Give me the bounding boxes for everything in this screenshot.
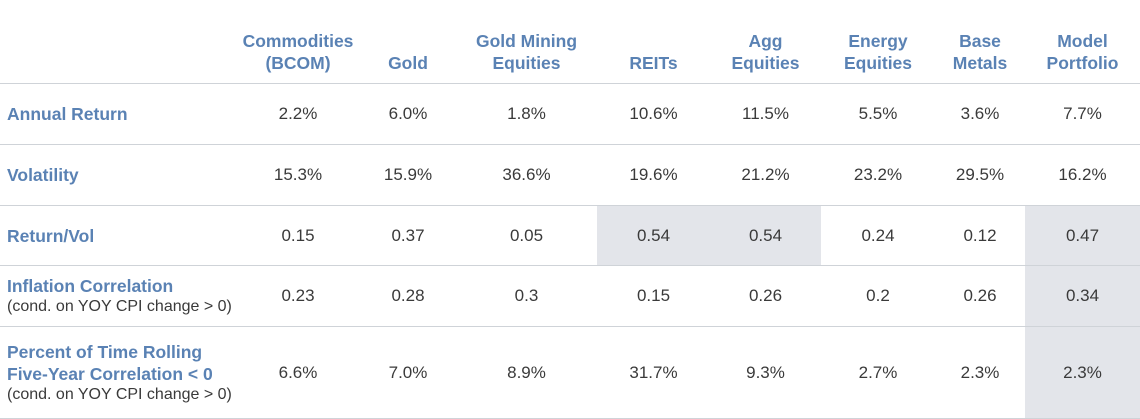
- table-cell: 16.2%: [1058, 165, 1107, 184]
- column-header-line1: Agg: [748, 31, 783, 51]
- column-header-line2: Equities: [843, 53, 913, 73]
- table-cell: 21.2%: [741, 165, 790, 184]
- table-cell: 15.3%: [273, 165, 323, 184]
- table-cell: 6.6%: [278, 362, 318, 382]
- row-label-text: Volatility: [7, 165, 79, 185]
- row-label-text: Annual Return: [7, 104, 128, 124]
- row-label-inflation-correlation: Inflation Correlation (cond. on YOY CPI …: [0, 266, 236, 327]
- table-cell: 0.26: [748, 286, 783, 305]
- table-cell: 0.28: [391, 286, 425, 305]
- table-cell: 0.37: [391, 225, 425, 245]
- row-label-note: (cond. on YOY CPI change > 0): [7, 298, 232, 315]
- table-cell: 7.0%: [388, 362, 428, 382]
- column-header-line2: (BCOM): [265, 53, 331, 73]
- table-row-volatility: Volatility 15.3% 15.9% 36.6% 19.6% 21.2%…: [0, 145, 1140, 206]
- table-cell: 2.7%: [858, 362, 898, 382]
- row-label-return-vol: Return/Vol: [0, 206, 236, 266]
- table-cell: 2.2%: [278, 104, 318, 123]
- table-cell: 0.3: [514, 286, 539, 305]
- column-header-base-metals: Base Metals: [935, 0, 1025, 84]
- table-cell: 7.7%: [1063, 104, 1102, 123]
- row-label-volatility: Volatility: [0, 145, 236, 206]
- column-header-line2: REITs: [629, 53, 678, 73]
- column-header-commodities: Commodities (BCOM): [236, 0, 360, 84]
- table-cell-highlighted: 0.54: [710, 205, 821, 266]
- table-row-percent-negative-correlation: Percent of Time Rolling Five-Year Correl…: [0, 326, 1140, 419]
- column-header-line1: Energy: [848, 31, 908, 51]
- column-header-model-portfolio: Model Portfolio: [1025, 0, 1140, 84]
- column-header-line1: Gold Mining: [475, 31, 578, 51]
- row-label-note: (cond. on YOY CPI change > 0): [7, 385, 232, 403]
- header-row: Commodities (BCOM) Gold Gold Mining Equi…: [0, 0, 1140, 84]
- row-label-annual-return: Annual Return: [0, 84, 236, 145]
- column-header-line1: Commodities: [242, 31, 354, 51]
- table-cell: 23.2%: [853, 165, 903, 184]
- column-header-line2: Portfolio: [1046, 53, 1119, 73]
- column-header-line2: Equities: [731, 53, 800, 73]
- table-cell: 0.05: [509, 225, 544, 245]
- table-cell-highlighted: 2.3%: [1025, 326, 1140, 419]
- column-header-agg-equities: Agg Equities: [710, 0, 821, 84]
- table-cell: 9.3%: [746, 362, 785, 382]
- table-cell-highlighted: 0.47: [1025, 205, 1140, 266]
- row-label-text: Percent of Time Rolling: [7, 341, 203, 362]
- table-row-annual-return: Annual Return 2.2% 6.0% 1.8% 10.6% 11.5%…: [0, 84, 1140, 145]
- column-header-line1: Model: [1057, 31, 1108, 51]
- column-header-line1: Base: [959, 31, 1001, 51]
- table-cell: 19.6%: [629, 165, 678, 184]
- table-cell: 0.26: [963, 286, 997, 305]
- row-label-text: Inflation Correlation: [7, 276, 174, 296]
- table-cell: 0.2: [866, 286, 890, 305]
- table-cell: 1.8%: [507, 104, 546, 123]
- column-header-line2: Equities: [492, 53, 561, 73]
- table-cell-highlighted: 0.54: [597, 205, 710, 266]
- row-label-text: Five-Year Correlation < 0: [7, 363, 213, 384]
- table-cell: 2.3%: [960, 362, 1000, 382]
- column-header-energy-equities: Energy Equities: [821, 0, 935, 84]
- table-cell: 0.23: [281, 286, 315, 305]
- row-label-text: Return/Vol: [7, 225, 95, 246]
- column-header-reits: REITs: [597, 0, 710, 84]
- table-cell: 8.9%: [507, 362, 546, 382]
- table-cell: 6.0%: [388, 104, 428, 123]
- column-header-gold: Gold: [360, 0, 456, 84]
- table-cell: 0.15: [281, 225, 315, 245]
- table-row-return-vol: Return/Vol 0.15 0.37 0.05 0.54 0.54 0.24…: [0, 205, 1140, 266]
- column-header-line2: Metals: [952, 53, 1008, 73]
- table-cell: 3.6%: [960, 104, 1000, 123]
- table-cell: 11.5%: [742, 104, 789, 123]
- table-cell: 0.15: [636, 286, 671, 305]
- column-header-gold-mining-equities: Gold Mining Equities: [456, 0, 597, 84]
- table-row-inflation-correlation: Inflation Correlation (cond. on YOY CPI …: [0, 265, 1140, 327]
- table-cell: 36.6%: [502, 165, 551, 184]
- table-cell: 10.6%: [629, 104, 678, 123]
- table-cell: 15.9%: [383, 165, 433, 184]
- table-cell: 5.5%: [858, 104, 898, 123]
- table-cell-highlighted: 0.34: [1025, 265, 1140, 327]
- table-cell: 0.12: [963, 225, 997, 245]
- header-blank-cell: [0, 0, 236, 84]
- table-cell: 0.24: [861, 225, 895, 245]
- table-cell: 29.5%: [955, 165, 1005, 184]
- table-cell: 31.7%: [629, 362, 678, 382]
- column-header-line2: Gold: [388, 53, 428, 73]
- row-label-percent-negative-correlation: Percent of Time Rolling Five-Year Correl…: [0, 327, 236, 419]
